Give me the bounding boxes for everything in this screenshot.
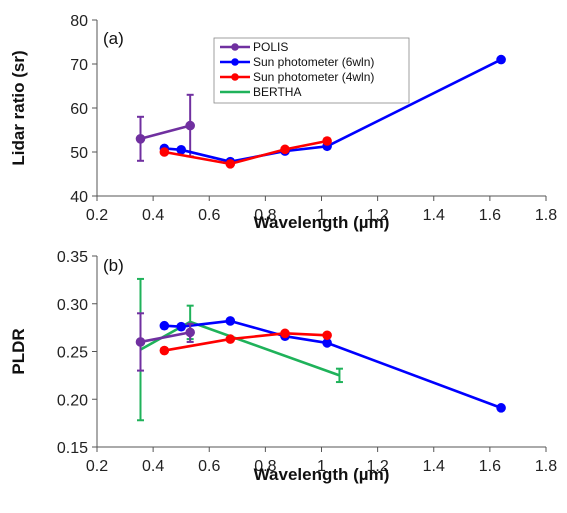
x-tick-label: 0.4: [142, 207, 164, 224]
legend-item: BERTHA: [220, 85, 301, 99]
legend-item: POLIS: [220, 40, 288, 54]
y-axis-title: Lidar ratio (sr): [9, 50, 28, 165]
legend-marker: [231, 43, 239, 51]
data-point: [159, 320, 170, 331]
y-tick-label: 80: [70, 13, 88, 30]
data-point: [159, 345, 170, 356]
legend-label: BERTHA: [253, 85, 301, 99]
data-point: [496, 403, 506, 413]
data-point: [135, 134, 146, 144]
series-line: [164, 319, 502, 410]
panel-b: 0.2 0.4 0.6 0.8 1 1.2 1.4 1.6 1.8 0.15 0.20 0.25 0.3…: [9, 249, 557, 484]
data-point: [322, 136, 332, 146]
legend-item: Sun photometer (4wln): [220, 70, 374, 84]
x-tick-label: 0.8: [254, 458, 276, 475]
series-polis: [135, 312, 195, 372]
y-tick-label: 50: [70, 145, 88, 162]
panel-label: (b): [103, 256, 124, 275]
legend-label: Sun photometer (4wln): [253, 70, 374, 84]
series-polis: [135, 93, 195, 162]
x-tick-label: 0.2: [86, 207, 108, 224]
y-tick-label: 0.30: [57, 297, 88, 314]
x-tick-label: 0.6: [198, 458, 220, 475]
x-tick-label: 1.2: [367, 207, 389, 224]
series-line: [164, 332, 328, 352]
data-point: [185, 120, 195, 131]
data-point: [322, 330, 332, 341]
y-tick-label: 0.15: [57, 440, 88, 457]
y-axis-title: PLDR: [9, 328, 28, 374]
legend-item: Sun photometer (6wln): [220, 55, 374, 69]
data-point: [135, 337, 146, 347]
x-tick-label: 0.8: [254, 207, 276, 224]
x-tick-label: 0.6: [198, 207, 220, 224]
x-tick-label: 1.6: [479, 207, 501, 224]
series-line: [140, 331, 191, 344]
data-point: [225, 159, 236, 169]
x-tick-label: 0.2: [86, 458, 108, 475]
x-tick-label: 1.4: [423, 207, 445, 224]
x-tick-label: 0.4: [142, 458, 164, 475]
legend-marker: [231, 58, 239, 66]
panel-label: (a): [103, 29, 124, 48]
x-tick-label: 1.4: [423, 458, 445, 475]
series-sun-photometer-4wln-: [159, 328, 332, 356]
x-tick-label: 1.2: [367, 458, 389, 475]
series-line: [140, 124, 191, 141]
legend-label: POLIS: [253, 40, 288, 54]
data-point: [280, 144, 290, 155]
series-line: [164, 139, 328, 166]
data-point: [159, 147, 170, 157]
data-point: [176, 321, 186, 332]
x-tick-label: 1.8: [535, 207, 557, 224]
data-point: [496, 54, 506, 65]
y-tick-label: 0.35: [57, 249, 88, 266]
x-tick-label: 1.8: [535, 458, 557, 475]
x-tick-label: 1: [317, 458, 326, 475]
data-point: [225, 334, 236, 344]
x-tick-label: 1: [317, 207, 326, 224]
y-tick-label: 70: [70, 57, 88, 74]
data-point: [280, 328, 290, 339]
x-axis-title: Wavelength (µm): [254, 213, 390, 232]
series-sun-photometer-4wln-: [159, 136, 332, 169]
data-point: [185, 327, 195, 338]
y-tick-label: 60: [70, 101, 88, 118]
y-tick-label: 0.25: [57, 345, 88, 362]
y-tick-label: 0.20: [57, 392, 88, 409]
x-tick-label: 1.6: [479, 458, 501, 475]
data-point: [176, 145, 186, 155]
data-point: [225, 316, 236, 326]
x-axis-title: Wavelength (µm): [254, 465, 390, 484]
legend-label: Sun photometer (6wln): [253, 55, 374, 69]
y-tick-label: 40: [70, 189, 88, 206]
data-point: [322, 338, 332, 348]
panel-a: 0.2 0.4 0.6 0.8 1 1.2 1.4 1.6 1.8 40 50 60 70 80 Wavel…: [9, 13, 557, 232]
legend-marker: [231, 73, 239, 81]
